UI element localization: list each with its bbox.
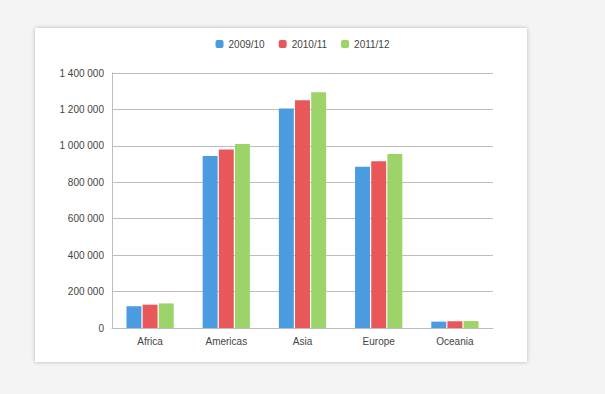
svg-text:2009/10: 2009/10 — [229, 39, 266, 50]
svg-text:200 000: 200 000 — [68, 286, 105, 297]
svg-text:Americas: Americas — [205, 336, 247, 347]
svg-text:Asia: Asia — [293, 336, 313, 347]
svg-text:800 000: 800 000 — [68, 177, 105, 188]
svg-text:1 400 000: 1 400 000 — [60, 68, 105, 79]
svg-text:2010/11: 2010/11 — [292, 39, 328, 50]
svg-text:Europe: Europe — [363, 336, 396, 347]
svg-text:Oceania: Oceania — [436, 336, 474, 347]
svg-text:0: 0 — [98, 323, 104, 334]
svg-text:1 200 000: 1 200 000 — [60, 104, 105, 115]
svg-text:2011/12: 2011/12 — [354, 39, 390, 50]
svg-text:400 000: 400 000 — [68, 250, 105, 261]
svg-text:Africa: Africa — [137, 336, 163, 347]
svg-text:600 000: 600 000 — [68, 213, 105, 224]
svg-text:1 000 000: 1 000 000 — [60, 140, 105, 151]
